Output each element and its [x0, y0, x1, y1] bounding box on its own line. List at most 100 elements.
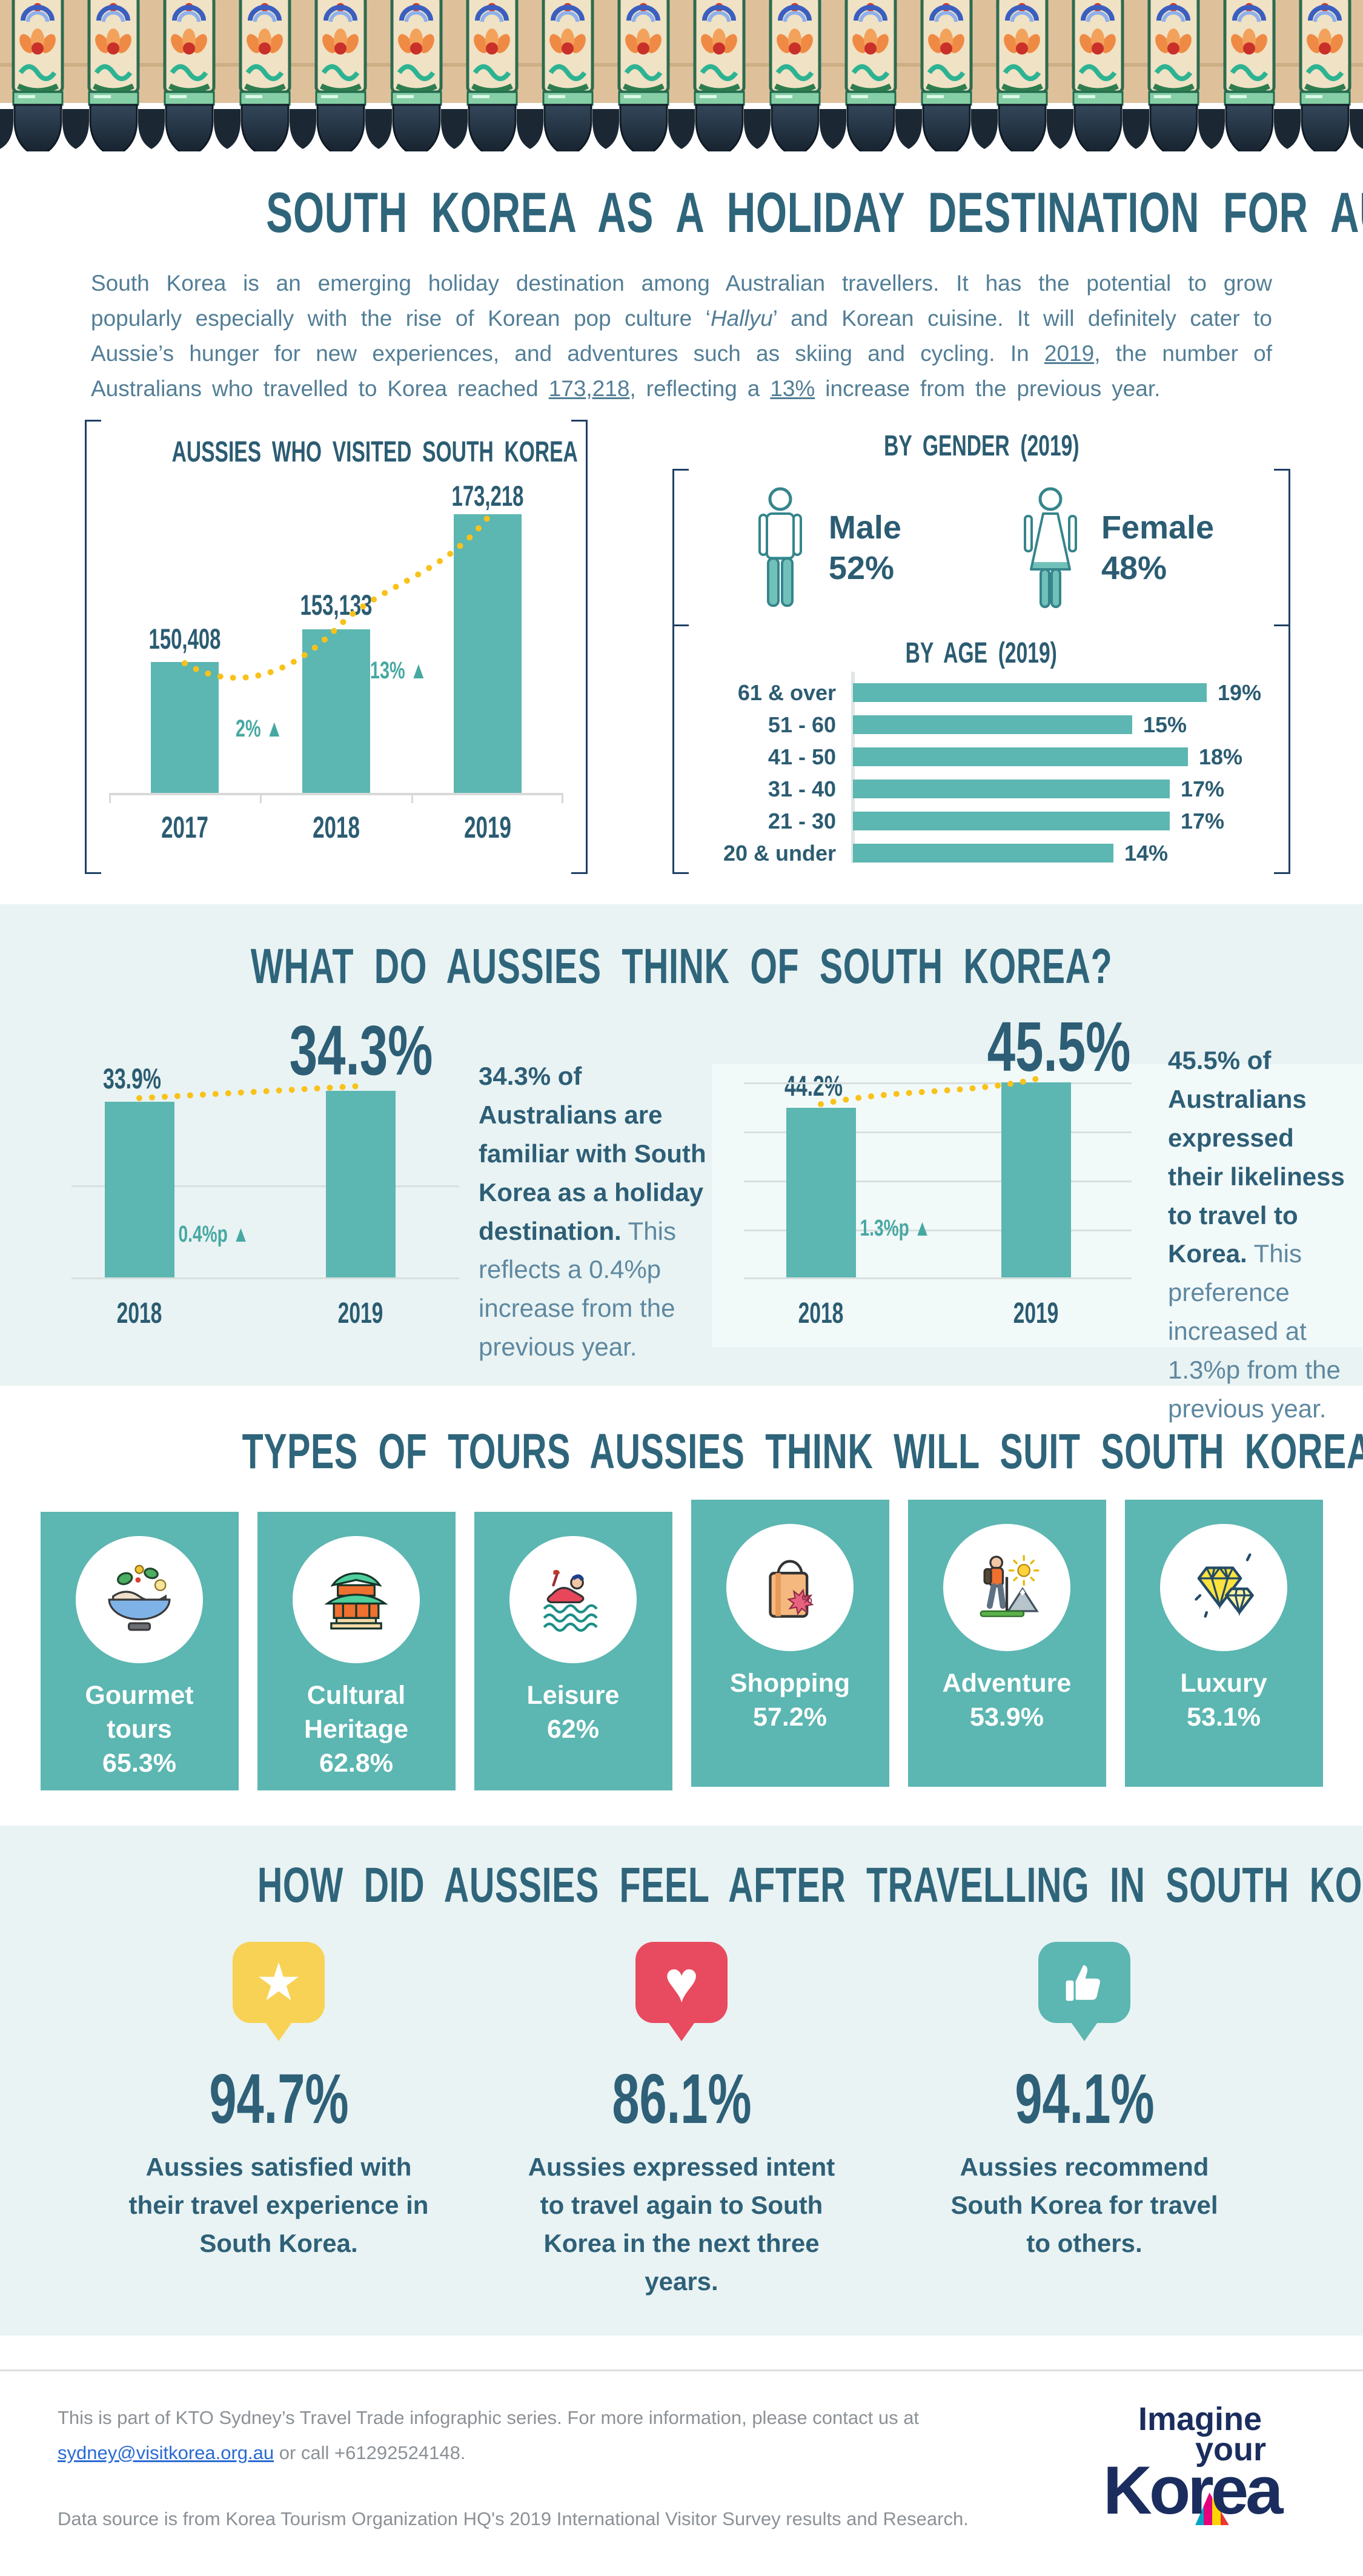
- recommend-desc: Aussies recommend South Korea for travel…: [950, 2153, 1218, 2258]
- top-charts-row: AUSSIES WHO VISITED SOUTH KOREA 150,408 …: [0, 417, 1363, 884]
- revisit-stat: ♥ 86.1% Aussies expressed intent to trav…: [512, 1942, 851, 2300]
- tour-pct: 57.2%: [753, 1703, 827, 1732]
- x-tick-2018: 2018: [313, 810, 360, 845]
- age-row: 41 - 50 18%: [768, 744, 1243, 769]
- male-pct: 52%: [828, 550, 894, 587]
- tour-pct: 65.3%: [102, 1749, 176, 1778]
- age-panel: BY AGE (2019) 61 & over 19% 51 - 60 15% 41…: [672, 624, 1290, 875]
- tour-pct: 62%: [546, 1715, 600, 1744]
- footer-contact-text: This is part of KTO Sydney’s Travel Trad…: [58, 2407, 920, 2463]
- visitors-chart-panel: AUSSIES WHO VISITED SOUTH KOREA 150,408 …: [85, 420, 588, 875]
- familiarity-big-number: 34.3%: [289, 1011, 433, 1090]
- age-title: BY AGE (2019): [905, 637, 1058, 670]
- familiarity-bar-2018: [105, 1102, 174, 1278]
- x-tick-2019: 2019: [464, 810, 511, 845]
- likeliness-prev-value: 44.2%: [784, 1070, 843, 1102]
- satisfaction-stat: ★ 94.7% Aussies satisfied with their tra…: [109, 1942, 448, 2300]
- intro-text: South Korea is an emerging holiday desti…: [91, 271, 1272, 331]
- tour-card-adventure: Adventure 53.9%: [907, 1500, 1106, 1787]
- male-label: Male: [828, 509, 901, 546]
- page-title-text: SOUTH KOREA AS A HOLIDAY DESTINATION FOR…: [266, 180, 1363, 244]
- bar-2017: [151, 662, 219, 793]
- age-bar-20-under: [853, 844, 1113, 863]
- email-link[interactable]: sydney@visitkorea.org.au: [58, 2442, 274, 2463]
- recommend-pct: 94.1%: [1014, 2059, 1155, 2139]
- age-bar-41-50: [853, 747, 1188, 767]
- satisfaction-desc: Aussies satisfied with their travel expe…: [128, 2153, 429, 2258]
- intro-visitor-count: 173,218: [548, 376, 630, 402]
- sentiment-title: HOW DID AUSSIES FEEL AFTER TRAVELLING IN…: [257, 1858, 1363, 1913]
- satisfaction-pct: 94.7%: [208, 2059, 349, 2139]
- dancheong-header-image: [0, 0, 1363, 154]
- intro-paragraph: South Korea is an emerging holiday desti…: [91, 271, 1272, 402]
- tour-pct: 62.8%: [319, 1749, 393, 1778]
- likeliness-chart: 45.5% 44.2% 1.3%p ▲ 2018 2019: [744, 1007, 1132, 1332]
- tour-card-luxury: Luxury 53.1%: [1124, 1500, 1323, 1787]
- tour-pct: 53.9%: [970, 1703, 1044, 1732]
- revisit-desc: Aussies expressed intent to travel again…: [528, 2153, 835, 2296]
- heart-icon: ♥: [664, 1950, 699, 2015]
- intro-hallyu: Hallyu: [710, 306, 773, 331]
- familiarity-bar-2019: [326, 1091, 396, 1278]
- bar-value-2018: 153,133: [300, 589, 373, 621]
- age-row: 20 & under 14%: [723, 840, 1169, 866]
- likeliness-bar-2019: [1001, 1082, 1071, 1278]
- growth-annotation-2pct: 2% ▲: [235, 715, 284, 743]
- hiker-mountain-icon: [980, 1555, 1040, 1618]
- bar-2019: [454, 514, 522, 793]
- tour-card-shopping: % Shopping 57.2%: [691, 1500, 889, 1787]
- rice-bowl-icon: [108, 1564, 171, 1631]
- thumbs-up-icon: [1066, 1965, 1100, 2001]
- imagine-your-korea-logo: Imagine your Korea: [1103, 2401, 1283, 2529]
- likeliness-description: 45.5% of Australians expressed their lik…: [1168, 1046, 1345, 1423]
- male-stat: Male 52%: [749, 486, 901, 611]
- gender-frame: Male 52%: [672, 469, 1290, 627]
- tour-cards: Gourmet tours 65.3%: [0, 1500, 1363, 1791]
- page-title: SOUTH KOREA AS A HOLIDAY DESTINATION FOR…: [0, 180, 1363, 245]
- thumb-bubble-icon: [1038, 1942, 1130, 2024]
- age-row: 21 - 30 17%: [768, 808, 1225, 833]
- gender-panel: BY GENDER (2019): [672, 429, 1290, 627]
- x-tick-2017: 2017: [161, 810, 208, 845]
- star-icon: ★: [255, 1953, 302, 2012]
- opinion-title: WHAT DO AUSSIES THINK OF SOUTH KOREA?: [250, 939, 1113, 995]
- visitors-bar-chart: 150,408 153,133 173,218 2% ▲ 13% ▲ 2017 …: [109, 478, 563, 844]
- korean-palace-icon: [324, 1572, 388, 1630]
- intro-year: 2019: [1044, 341, 1095, 366]
- diamonds-icon: [1195, 1553, 1254, 1618]
- familiarity-description: 34.3% of Australians are familiar with S…: [479, 1062, 706, 1362]
- bar-2018: [302, 629, 370, 793]
- revisit-pct: 86.1%: [611, 2059, 752, 2139]
- age-bar-31-40: [853, 780, 1170, 799]
- tour-card-gourmet: Gourmet tours 65.3%: [40, 1512, 239, 1791]
- tour-pct: 53.1%: [1187, 1703, 1261, 1732]
- star-bubble-icon: ★: [233, 1942, 325, 2024]
- bar-value-2019: 173,218: [451, 480, 524, 512]
- tour-card-cultural-heritage: Cultural Heritage 62.8%: [257, 1512, 456, 1791]
- gender-title: BY GENDER (2019): [883, 430, 1079, 463]
- age-axis-line: [851, 672, 855, 864]
- female-label: Female: [1101, 509, 1215, 546]
- likeliness-annotation: 1.3%p ▲: [860, 1216, 931, 1242]
- tours-title: TYPES OF TOURS AUSSIES THINK WILL SUIT S…: [242, 1424, 1363, 1480]
- tour-card-leisure: Leisure 62%: [474, 1512, 672, 1791]
- tours-section: TYPES OF TOURS AUSSIES THINK WILL SUIT S…: [0, 1386, 1363, 1791]
- likeliness-bar-2018: [786, 1108, 856, 1278]
- female-pct: 48%: [1101, 550, 1167, 587]
- x-axis-line: [109, 793, 563, 796]
- familiarity-prev-value: 33.9%: [103, 1062, 161, 1095]
- growth-annotation-13pct: 13% ▲: [370, 657, 428, 684]
- age-bar-61-over: [853, 683, 1207, 703]
- age-bar-51-60: [853, 715, 1132, 735]
- svg-text:%: %: [802, 1593, 812, 1606]
- familiarity-annotation: 0.4%p ▲: [178, 1222, 250, 1248]
- age-bar-21-30: [853, 812, 1170, 831]
- female-stat: Female 48%: [1016, 486, 1214, 611]
- male-person-icon: [758, 487, 802, 608]
- heart-bubble-icon: ♥: [635, 1942, 728, 2024]
- bar-value-2017: 150,408: [148, 623, 221, 655]
- age-row: 61 & over 19%: [737, 680, 1262, 705]
- shopping-bag-icon: %: [769, 1560, 814, 1618]
- sentiment-section: HOW DID AUSSIES FEEL AFTER TRAVELLING IN…: [0, 1826, 1363, 2336]
